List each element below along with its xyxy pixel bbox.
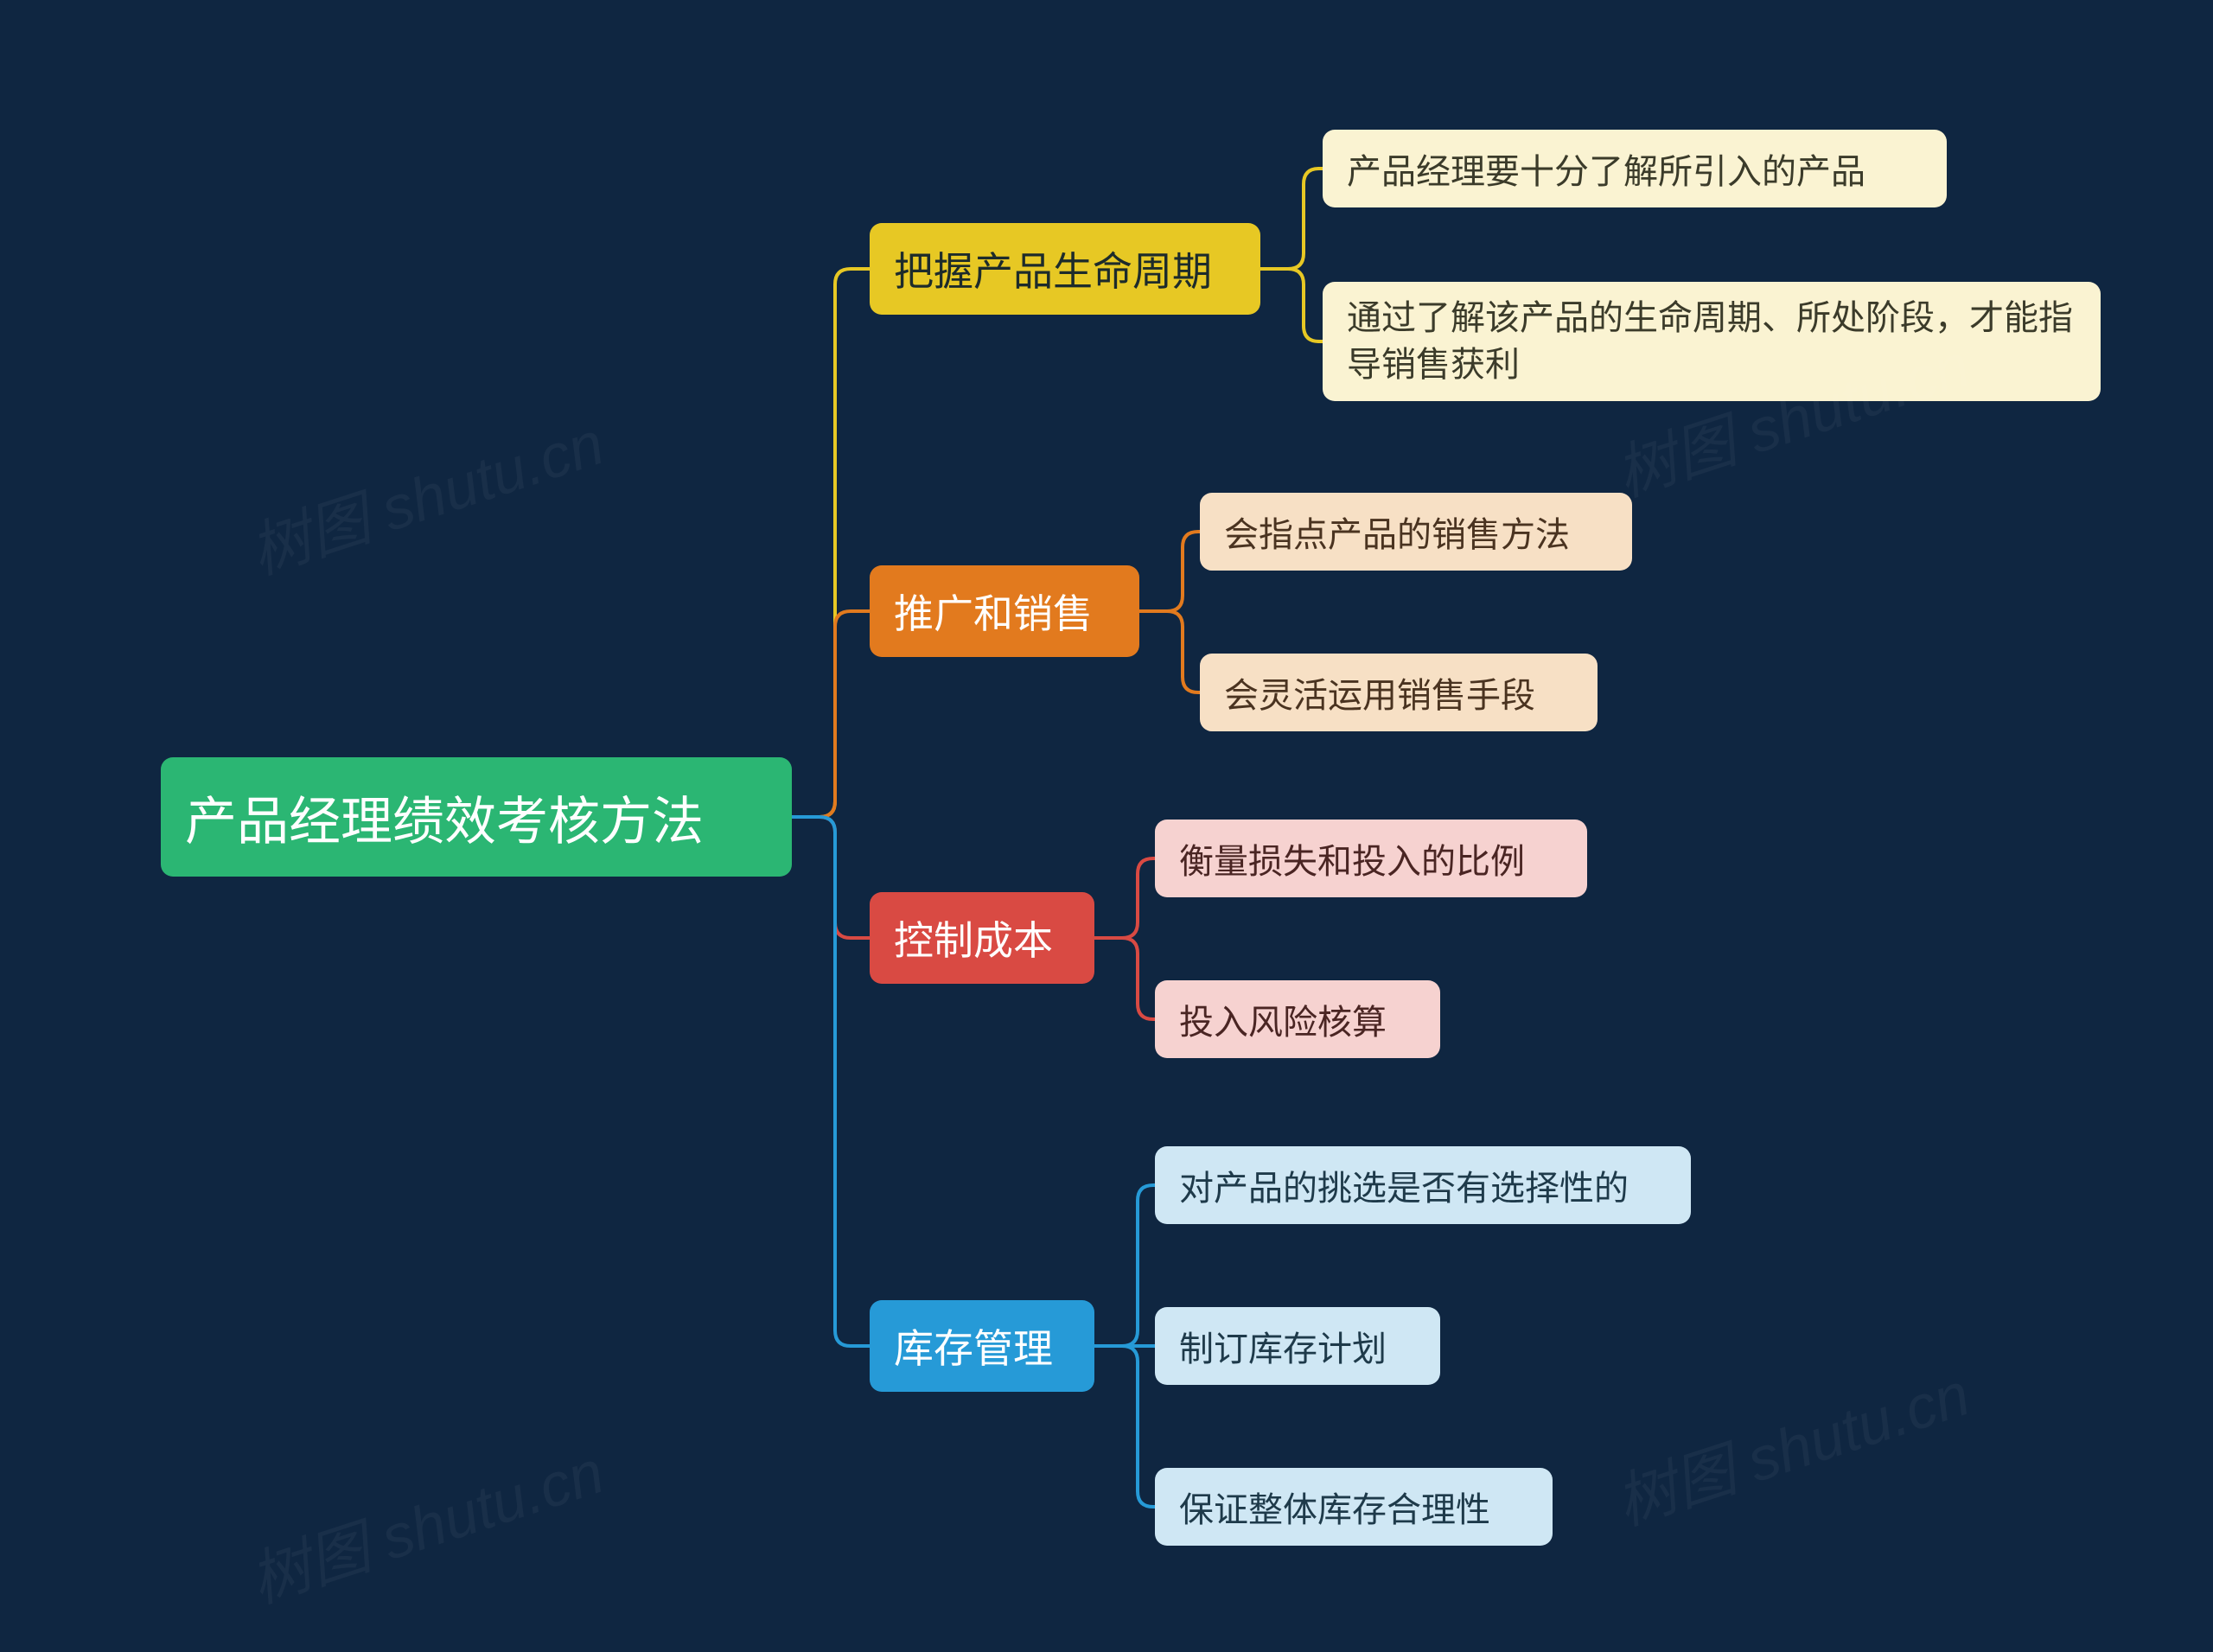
node-label: 保证整体库存合理性 [1179, 1482, 1490, 1532]
connector [1094, 1185, 1155, 1346]
watermark: 树图 shutu.cn [238, 395, 614, 591]
node-label: 对产品的挑选是否有选择性的 [1179, 1160, 1629, 1210]
node-label: 推广和销售 [894, 583, 1093, 640]
node-label: 控制成本 [894, 909, 1053, 966]
node-root[interactable]: 产品经理绩效考核方法 [161, 757, 792, 877]
connector [1094, 858, 1155, 938]
connector [1094, 1346, 1155, 1507]
connector [1139, 611, 1200, 692]
node-b1c2[interactable]: 通过了解该产品的生命周期、所处阶段，才能指导销售获利 [1323, 282, 2101, 401]
connector [1260, 269, 1323, 341]
mindmap-canvas: 产品经理绩效考核方法 把握产品生命周期 产品经理要十分了解所引入的产品通过了解该产品… [0, 0, 2213, 1652]
node-label: 衡量损失和投入的比例 [1179, 833, 1525, 883]
connector [1260, 169, 1323, 269]
node-b2c2[interactable]: 会灵活运用销售手段 [1200, 654, 1598, 731]
node-b4c2[interactable]: 制订库存计划 [1155, 1307, 1440, 1385]
node-b2c1[interactable]: 会指点产品的销售方法 [1200, 493, 1632, 571]
connector [792, 611, 870, 817]
node-label: 制订库存计划 [1179, 1321, 1387, 1371]
node-b4c3[interactable]: 保证整体库存合理性 [1155, 1468, 1553, 1546]
connector [1139, 532, 1200, 611]
node-label: 投入风险核算 [1179, 994, 1387, 1044]
node-b3[interactable]: 控制成本 [870, 892, 1094, 984]
node-label: 库存管理 [894, 1317, 1053, 1375]
watermark: 树图 shutu.cn [238, 1424, 614, 1620]
node-label: 产品经理要十分了解所引入的产品 [1347, 144, 1865, 194]
node-b1c1[interactable]: 产品经理要十分了解所引入的产品 [1323, 130, 1947, 207]
node-b3c1[interactable]: 衡量损失和投入的比例 [1155, 820, 1587, 897]
node-b3c2[interactable]: 投入风险核算 [1155, 980, 1440, 1058]
node-label: 产品经理绩效考核方法 [185, 780, 704, 855]
node-b1[interactable]: 把握产品生命周期 [870, 223, 1260, 315]
connector [792, 817, 870, 1346]
node-label: 会灵活运用销售手段 [1224, 667, 1535, 718]
connector [1094, 938, 1155, 1019]
watermark: 树图 shutu.cn [1604, 1346, 1980, 1542]
node-b4c1[interactable]: 对产品的挑选是否有选择性的 [1155, 1146, 1691, 1224]
connector [792, 817, 870, 938]
node-label: 通过了解该产品的生命周期、所处阶段，才能指导销售获利 [1347, 295, 2076, 388]
node-label: 把握产品生命周期 [894, 240, 1212, 297]
connector [792, 269, 870, 817]
node-b2[interactable]: 推广和销售 [870, 565, 1139, 657]
node-label: 会指点产品的销售方法 [1224, 507, 1570, 557]
node-b4[interactable]: 库存管理 [870, 1300, 1094, 1392]
